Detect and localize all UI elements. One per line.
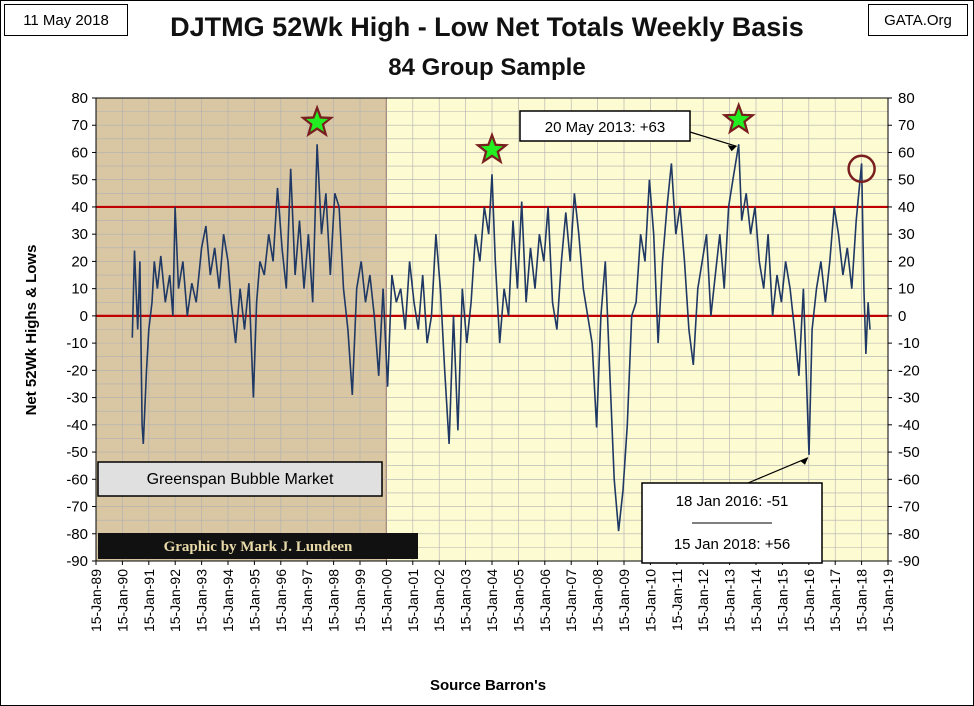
y-tick-label: -50 — [898, 444, 920, 461]
x-tick-label: 15-Jan-03 — [458, 569, 474, 632]
x-tick-label: 15-Jan-06 — [537, 569, 553, 632]
y-tick-label: 20 — [71, 253, 88, 270]
y-tick-label: -40 — [898, 417, 920, 434]
x-tick-label: 15-Jan-17 — [827, 569, 843, 632]
y-tick-label: 20 — [898, 253, 915, 270]
star-marker — [727, 108, 750, 130]
star-marker — [481, 138, 503, 160]
star-marker — [306, 111, 328, 132]
annotation-may-2013: 20 May 2013: +63 — [545, 119, 666, 136]
markers — [300, 101, 876, 184]
x-tick-label: 15-Jan-90 — [114, 569, 130, 632]
y-tick-label: -70 — [898, 499, 920, 516]
y-tick-label: -20 — [898, 362, 920, 379]
source-tag: GATA.Org — [868, 4, 968, 36]
x-tick-label: 15-Jan-97 — [299, 569, 315, 632]
greenspan-label: Greenspan Bubble Market — [147, 471, 334, 488]
x-tick-label: 15-Jan-89 — [88, 569, 104, 632]
credit-text: Graphic by Mark J. Lundeen — [164, 539, 353, 555]
x-tick-label: 15-Jan-92 — [167, 569, 183, 632]
y-tick-label: 40 — [71, 199, 88, 216]
y-tick-label: 10 — [898, 281, 915, 298]
y-tick-label: -80 — [66, 526, 88, 543]
arrowhead — [727, 145, 737, 152]
credit-box — [98, 533, 418, 559]
x-tick-label: 15-Jan-04 — [484, 569, 500, 632]
x-tick-label: 15-Jan-93 — [194, 569, 210, 632]
y-tick-label: 70 — [71, 117, 88, 134]
x-tick-label: 15-Jan-08 — [590, 569, 606, 632]
y-tick-label: 60 — [898, 144, 915, 161]
x-tick-label: 15-Jan-07 — [563, 569, 579, 632]
x-tick-label: 15-Jan-11 — [669, 569, 685, 631]
x-tick-label: 15-Jan-99 — [352, 569, 368, 632]
annotation-arrow — [747, 457, 809, 484]
x-tick-label: 15-Jan-14 — [748, 569, 764, 632]
x-tick-label: 15-Jan-10 — [642, 569, 658, 632]
x-axis: 15-Jan-89 15-Jan-90 15-Jan-91 15-Jan-92 15-J… — [88, 561, 896, 632]
chart-subtitle: 84 Group Sample — [388, 54, 586, 81]
reference-lines — [96, 205, 888, 317]
y-tick-label: -90 — [898, 553, 920, 570]
y-tick-label: 30 — [71, 226, 88, 243]
x-tick-label: 15-Jan-01 — [405, 569, 421, 632]
x-tick-label: 15-Jan-09 — [616, 569, 632, 632]
y-tick-label: 50 — [71, 172, 88, 189]
annotation-arrow — [689, 131, 737, 147]
x-tick-label: 15-Jan-91 — [141, 569, 157, 632]
y-tick-label: -30 — [898, 390, 920, 407]
x-tick-label: 15-Jan-95 — [246, 569, 262, 632]
y-tick-label: -10 — [66, 335, 88, 352]
y-tick-label: -40 — [66, 417, 88, 434]
date-label: 11 May 2018 — [4, 4, 128, 36]
x-tick-label: 15-Jan-13 — [722, 569, 738, 632]
y-tick-label: 30 — [898, 226, 915, 243]
arrowhead — [799, 457, 808, 465]
y-tick-label: 80 — [71, 90, 88, 107]
circle-marker — [847, 154, 876, 184]
y-tick-label: -50 — [66, 444, 88, 461]
y-tick-label: 50 — [898, 172, 915, 189]
x-tick-label: 15-Jan-96 — [273, 569, 289, 632]
x-axis-label: Source Barron's — [430, 677, 546, 694]
y-tick-label: -70 — [66, 499, 88, 516]
x-tick-label: 15-Jan-94 — [220, 569, 236, 632]
y-tick-label: -20 — [66, 362, 88, 379]
greenspan-label-box — [97, 461, 383, 497]
y-axis-left: 80 70 60 50 40 30 20 10 0 -10 -20 -30 -40 -50 -60 -70 -8… — [66, 90, 96, 570]
x-tick-label: 15-Jan-18 — [854, 569, 870, 632]
x-tick-label: 15-Jan-12 — [695, 569, 711, 632]
chart-title: DJTMG 52Wk High - Low Net Totals Weekly … — [170, 12, 804, 42]
series-line — [131, 144, 871, 532]
y-tick-label: 60 — [71, 144, 88, 161]
x-tick-label: 15-Jan-16 — [801, 569, 817, 632]
y-tick-label: 10 — [71, 281, 88, 298]
annotations: 20 May 2013: +63 18 Jan 2016: -51 15 Jan 2… — [519, 110, 823, 564]
y-tick-label: -90 — [66, 553, 88, 570]
x-tick-label: 15-Jan-02 — [431, 569, 447, 632]
y-tick-label: -10 — [898, 335, 920, 352]
y-axis-label: Net 52Wk Highs & Lows — [23, 245, 40, 416]
y-tick-label: 40 — [898, 199, 915, 216]
y-axis-right: 80 70 60 50 40 30 20 10 0 -10 -20 -30 -40 -50 -60 -70 -8… — [888, 90, 920, 570]
x-tick-label: 15-Jan-05 — [510, 569, 526, 632]
annotation-jan-2016: 18 Jan 2016: -51 — [676, 493, 789, 510]
y-tick-label: 80 — [898, 90, 915, 107]
x-tick-label: 15-Jan-98 — [326, 569, 342, 632]
x-tick-label: 15-Jan-00 — [378, 569, 394, 632]
y-tick-label: -60 — [66, 471, 88, 488]
y-tick-label: 0 — [80, 308, 88, 325]
annotation-box — [519, 110, 691, 142]
y-tick-label: -30 — [66, 390, 88, 407]
x-tick-label: 15-Jan-15 — [774, 569, 790, 632]
x-tick-label: 15-Jan-19 — [880, 569, 896, 632]
y-tick-label: -80 — [898, 526, 920, 543]
y-tick-label: 0 — [898, 308, 906, 325]
y-tick-label: 70 — [898, 117, 915, 134]
y-tick-label: -60 — [898, 471, 920, 488]
annotation-jan-2018: 15 Jan 2018: +56 — [674, 536, 790, 553]
